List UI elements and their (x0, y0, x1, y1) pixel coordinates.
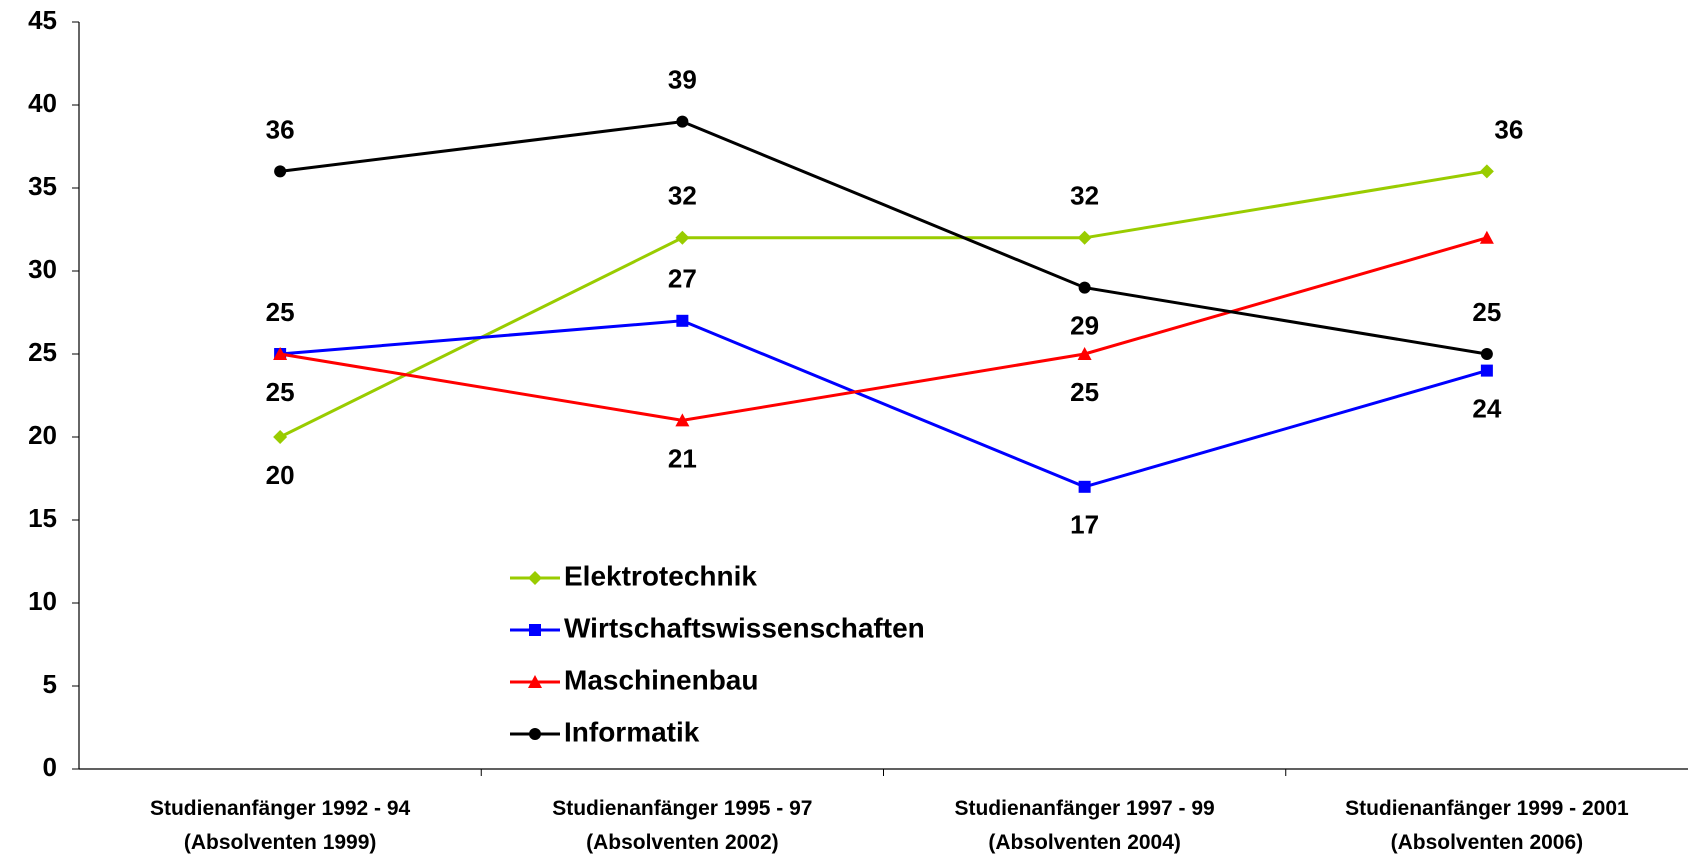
line (279, 169, 1488, 439)
data-label: 24 (1472, 393, 1501, 423)
data-label: 20 (266, 460, 295, 490)
y-tick-label: 5 (43, 669, 57, 699)
x-tick-label: Studienanfänger 1992 - 94 (Absolventen 19… (150, 797, 411, 854)
data-label: 25 (266, 377, 295, 407)
y-tick-label: 25 (28, 337, 57, 367)
marker (1078, 281, 1091, 294)
y-tick-label: 0 (43, 752, 57, 782)
marker (1479, 230, 1494, 244)
data-label: 25 (1472, 297, 1501, 327)
marker (1479, 164, 1494, 179)
y-tick-label: 15 (28, 503, 57, 533)
x-tick-label: Studienanfänger 1997 - 99 (Absolventen 20… (954, 797, 1214, 854)
marker (676, 314, 689, 327)
data-label: 36 (266, 114, 295, 144)
data-label: 32 (1070, 181, 1099, 211)
data-label: 25 (266, 297, 295, 327)
marker (528, 675, 542, 688)
marker (529, 728, 541, 740)
y-tick-label: 30 (28, 254, 57, 284)
x-tick-label: Studienanfänger 1995 - 97 (Absolventen 20… (552, 797, 812, 854)
marker (273, 347, 288, 360)
data-label: 32 (668, 181, 697, 211)
marker (528, 571, 542, 585)
data-label: 17 (1070, 510, 1099, 540)
data-label: 36 (1494, 114, 1523, 144)
data-label: 27 (668, 264, 697, 294)
marker (1480, 364, 1493, 377)
marker (676, 115, 689, 128)
legend-label: Elektrotechnik (564, 560, 757, 591)
line (279, 120, 1488, 356)
data-label: 29 (1070, 310, 1099, 340)
line (280, 319, 1488, 489)
data-label: 39 (668, 64, 697, 94)
data-label: 21 (668, 443, 697, 473)
line (279, 236, 1488, 422)
legend-label: Informatik (564, 716, 700, 747)
y-tick-label: 40 (28, 88, 57, 118)
marker (675, 413, 690, 427)
y-tick-label: 35 (28, 171, 57, 201)
y-tick-label: 20 (28, 420, 57, 450)
marker (1078, 480, 1091, 493)
legend-label: Maschinenbau (564, 664, 758, 695)
marker (1077, 230, 1092, 245)
marker (1480, 348, 1493, 360)
legend-label: Wirtschaftswissenschaften (564, 612, 925, 643)
marker (274, 165, 287, 178)
marker (1077, 347, 1092, 360)
marker (675, 230, 690, 245)
marker (273, 430, 288, 444)
y-tick-label: 10 (28, 586, 57, 616)
y-tick-label: 45 (28, 5, 57, 35)
marker (529, 624, 541, 636)
x-tick-label: Studienanfänger 1999 - 2001 (Absolventen … (1345, 797, 1629, 854)
data-label: 25 (1070, 377, 1099, 407)
